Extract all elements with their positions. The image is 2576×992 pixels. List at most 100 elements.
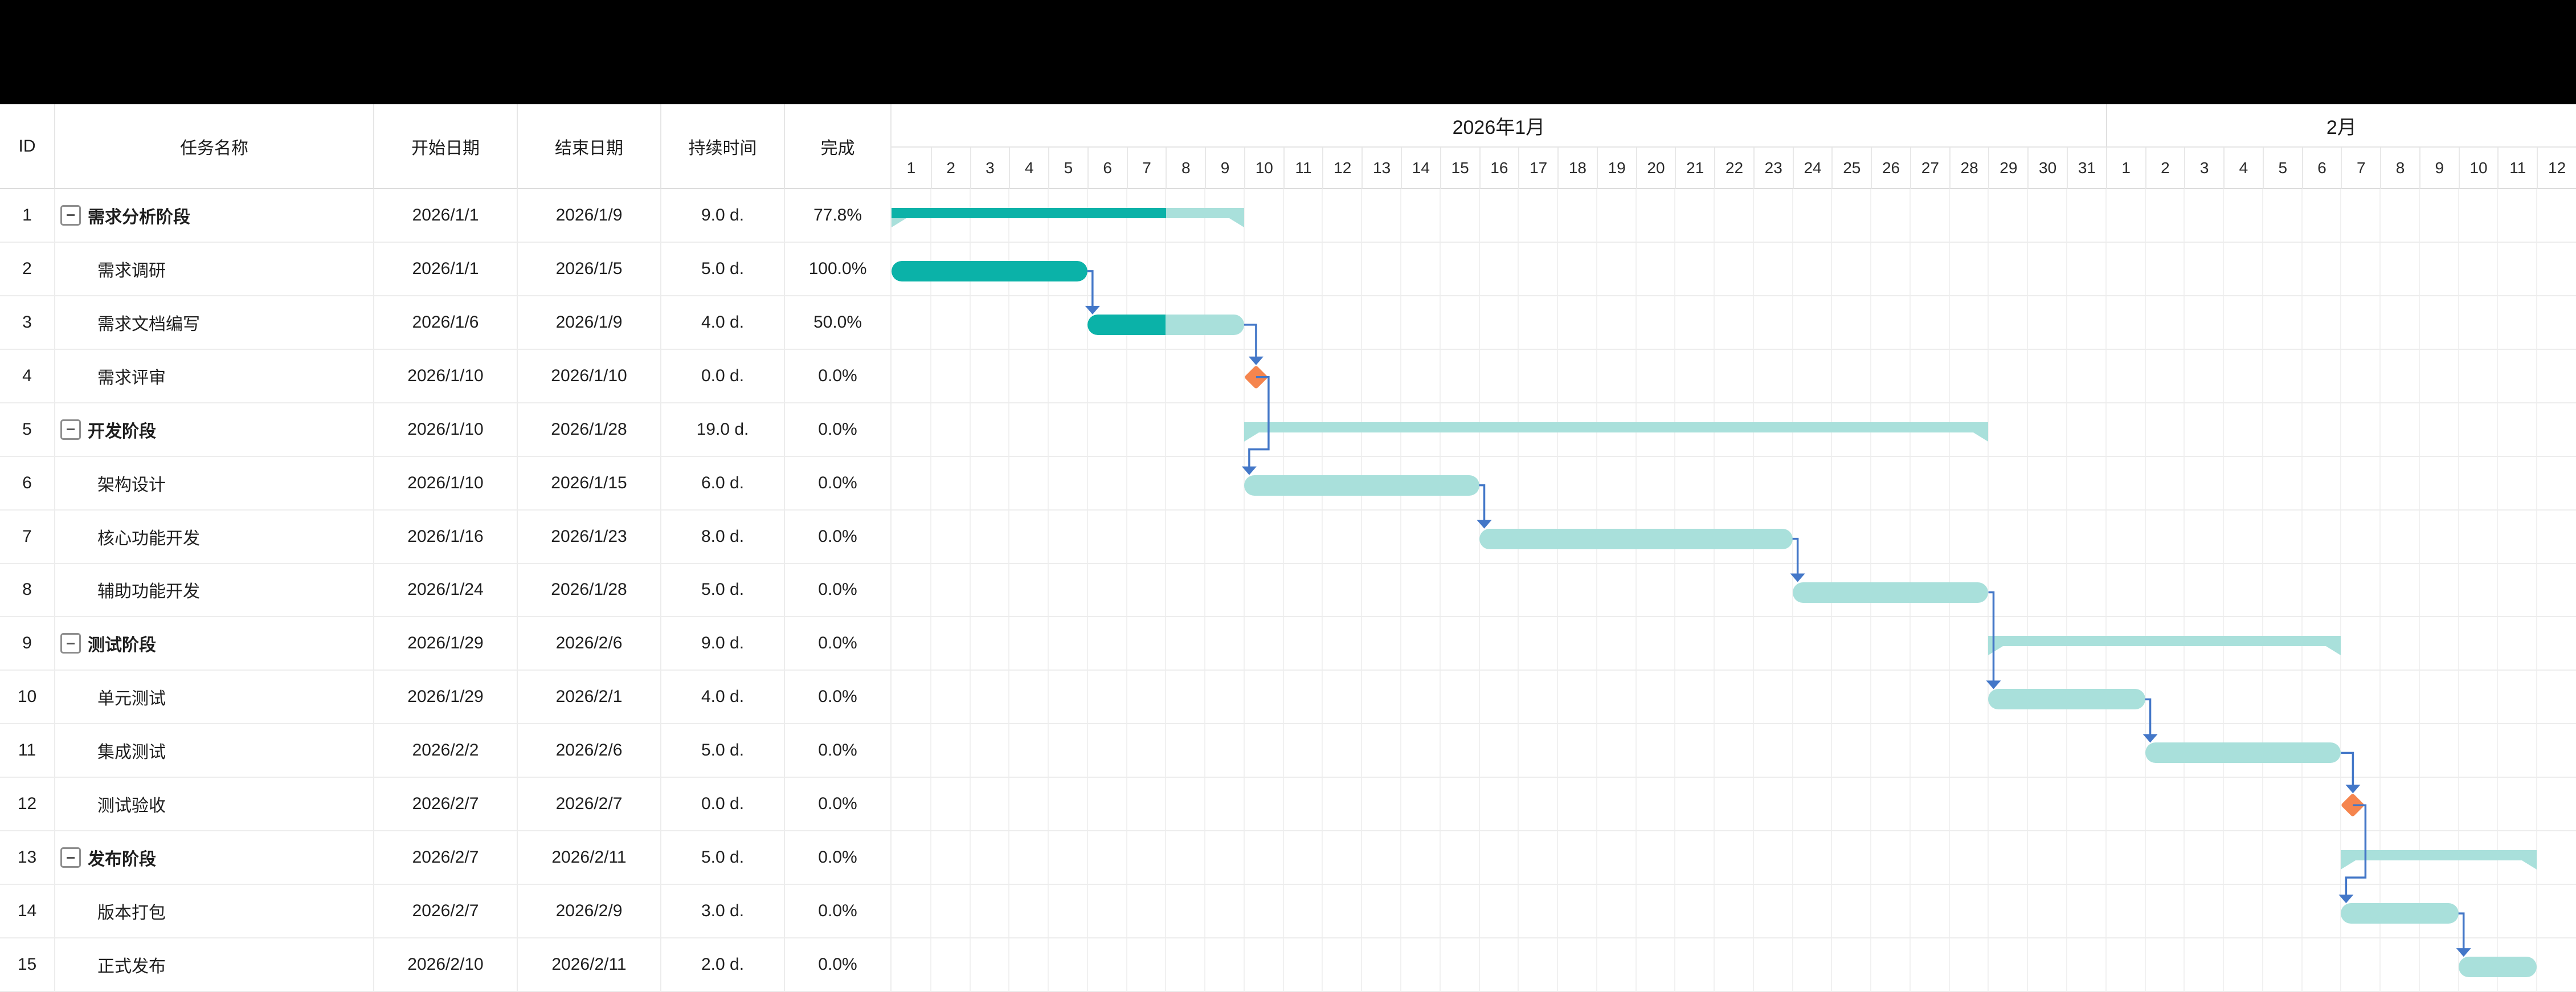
collapse-icon[interactable] [60, 847, 81, 868]
task-complete-cell: 50.0% [785, 296, 892, 350]
task-name-label: 需求文档编写 [97, 315, 200, 334]
day-gridline [2418, 189, 2420, 992]
day-header-cell: 2 [2145, 148, 2185, 189]
collapse-icon[interactable] [60, 419, 81, 440]
task-complete-cell: 0.0% [785, 671, 892, 725]
chart-row [892, 778, 2576, 832]
task-name-label: 版本打包 [97, 904, 166, 923]
task-name-label: 单元测试 [97, 689, 166, 709]
task-duration-cell: 6.0 d. [661, 456, 785, 511]
task-name-cell[interactable]: 测试验收 [55, 778, 374, 832]
summary-bar[interactable] [1988, 636, 2341, 656]
collapse-icon[interactable] [60, 633, 81, 654]
summary-bar[interactable] [892, 208, 1244, 227]
day-header-cell: 3 [2184, 148, 2224, 189]
task-duration-cell: 5.0 d. [661, 831, 785, 885]
column-header-end: 结束日期 [518, 104, 661, 189]
task-name-cell[interactable]: 正式发布 [55, 938, 374, 992]
task-name-cell[interactable]: 开发阶段 [55, 403, 374, 457]
day-header-cell: 7 [1126, 148, 1166, 189]
task-end-cell: 2026/1/10 [518, 349, 661, 403]
chart-body [892, 189, 2576, 992]
task-start-cell: 2026/1/10 [374, 456, 518, 511]
day-gridline [1126, 189, 1127, 992]
task-id-cell: 5 [0, 403, 55, 457]
task-start-cell: 2026/1/6 [374, 296, 518, 350]
day-gridline [2536, 189, 2538, 992]
summary-bracket-right [2522, 860, 2537, 870]
day-gridline [1282, 189, 1284, 992]
task-end-cell: 2026/2/6 [518, 617, 661, 671]
task-end-cell: 2026/1/23 [518, 510, 661, 564]
task-end-cell: 2026/1/9 [518, 189, 661, 243]
task-name-label: 发布阶段 [88, 850, 156, 869]
task-bar[interactable] [1244, 475, 1479, 496]
task-bar[interactable] [2458, 957, 2537, 978]
day-header-cell: 8 [1166, 148, 1205, 189]
day-header-cell: 1 [2105, 148, 2145, 189]
day-header-cell: 1 [892, 148, 931, 189]
task-id-cell: 9 [0, 617, 55, 671]
task-duration-cell: 5.0 d. [661, 242, 785, 296]
task-end-cell: 2026/2/11 [518, 831, 661, 885]
task-name-cell[interactable]: 核心功能开发 [55, 510, 374, 564]
collapse-icon[interactable] [60, 205, 81, 226]
task-name-cell[interactable]: 单元测试 [55, 671, 374, 725]
task-id-cell: 13 [0, 831, 55, 885]
task-name-cell[interactable]: 需求评审 [55, 349, 374, 403]
task-bar[interactable] [2341, 903, 2459, 924]
column-header-name: 任务名称 [55, 104, 374, 189]
day-header-cell: 31 [2067, 148, 2106, 189]
task-name-cell[interactable]: 发布阶段 [55, 831, 374, 885]
task-bar[interactable] [1479, 528, 1793, 549]
day-gridline [1204, 189, 1206, 992]
task-bar[interactable] [2145, 742, 2341, 764]
task-end-cell: 2026/1/5 [518, 242, 661, 296]
task-name-cell[interactable]: 辅助功能开发 [55, 564, 374, 618]
task-name-cell[interactable]: 版本打包 [55, 885, 374, 939]
task-id-cell: 10 [0, 671, 55, 725]
column-header-id: ID [0, 104, 55, 189]
task-complete-cell: 0.0% [785, 564, 892, 618]
task-name-label: 测试验收 [97, 797, 166, 816]
day-header-cell: 12 [2537, 148, 2576, 189]
task-bar[interactable] [1087, 314, 1244, 335]
task-duration-cell: 4.0 d. [661, 671, 785, 725]
task-start-cell: 2026/1/10 [374, 349, 518, 403]
task-complete-cell: 100.0% [785, 242, 892, 296]
chart-row [892, 296, 2576, 350]
day-header-cell: 13 [1361, 148, 1401, 189]
task-name-cell[interactable]: 需求调研 [55, 242, 374, 296]
day-gridline [1165, 189, 1167, 992]
task-end-cell: 2026/1/28 [518, 564, 661, 618]
task-complete-cell: 77.8% [785, 189, 892, 243]
task-name-cell[interactable]: 需求文档编写 [55, 296, 374, 350]
chart-row [892, 189, 2576, 243]
task-id-cell: 3 [0, 296, 55, 350]
day-gridline [2340, 189, 2342, 992]
task-duration-cell: 0.0 d. [661, 778, 785, 832]
task-complete-cell: 0.0% [785, 456, 892, 511]
day-header-cell: 6 [1087, 148, 1127, 189]
task-name-cell[interactable]: 测试阶段 [55, 617, 374, 671]
chart-row [892, 671, 2576, 725]
task-name-cell[interactable]: 集成测试 [55, 724, 374, 778]
task-duration-cell: 5.0 d. [661, 724, 785, 778]
task-start-cell: 2026/2/2 [374, 724, 518, 778]
summary-bar[interactable] [1244, 422, 1989, 442]
summary-bar[interactable] [2341, 850, 2537, 870]
task-name-cell[interactable]: 架构设计 [55, 456, 374, 511]
task-start-cell: 2026/2/7 [374, 885, 518, 939]
task-bar[interactable] [892, 260, 1087, 281]
task-bar[interactable] [1792, 582, 1989, 603]
task-bar[interactable] [1988, 689, 2145, 710]
day-header-cell: 10 [1244, 148, 1283, 189]
day-gridline [1008, 189, 1010, 992]
day-header-cell: 29 [1988, 148, 2028, 189]
task-id-cell: 8 [0, 564, 55, 618]
day-gridline [1086, 189, 1088, 992]
chart-row [892, 564, 2576, 618]
summary-bracket-left [1244, 432, 1259, 442]
task-name-cell[interactable]: 需求分析阶段 [55, 189, 374, 243]
day-header-cell: 8 [2380, 148, 2419, 189]
